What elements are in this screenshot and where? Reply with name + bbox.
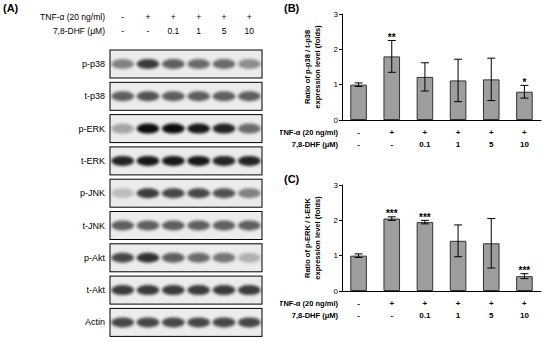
svg-text:+: + [456, 299, 461, 308]
svg-text:2: 2 [334, 216, 339, 225]
svg-text:5: 5 [222, 26, 227, 36]
svg-text:+: + [196, 12, 201, 22]
svg-text:-: - [121, 12, 124, 22]
svg-text:**: ** [388, 32, 396, 43]
svg-text:(A): (A) [3, 2, 19, 14]
svg-text:TNF-α (20 ng/ml): TNF-α (20 ng/ml) [40, 12, 105, 22]
svg-text:5: 5 [489, 311, 494, 320]
svg-text:+: + [489, 299, 494, 308]
svg-text:-: - [121, 26, 124, 36]
svg-text:1: 1 [334, 80, 339, 89]
svg-text:-: - [357, 311, 360, 320]
svg-text:7,8-DHF (μM): 7,8-DHF (μM) [292, 311, 339, 320]
svg-text:expression level (folds): expression level (folds) [313, 25, 322, 109]
svg-text:+: + [146, 12, 151, 22]
svg-text:+: + [423, 299, 428, 308]
svg-text:2: 2 [334, 45, 339, 54]
svg-text:t-JNK: t-JNK [83, 221, 106, 231]
svg-text:TNF-α (20 ng/ml): TNF-α (20 ng/ml) [280, 299, 338, 308]
svg-text:10: 10 [245, 26, 255, 36]
svg-text:Ratio of p-p38 / t-p38: Ratio of p-p38 / t-p38 [303, 30, 312, 104]
svg-text:p-p38: p-p38 [82, 59, 105, 69]
svg-text:0.1: 0.1 [167, 26, 179, 36]
svg-text:-: - [147, 26, 150, 36]
svg-text:-: - [390, 140, 393, 149]
svg-text:-: - [357, 128, 360, 137]
svg-text:-: - [390, 311, 393, 320]
svg-text:Actin: Actin [85, 317, 105, 327]
svg-text:***: *** [419, 212, 431, 223]
svg-text:+: + [423, 128, 428, 137]
svg-text:-: - [357, 140, 360, 149]
svg-text:t-ERK: t-ERK [81, 156, 105, 166]
svg-text:+: + [171, 12, 176, 22]
svg-text:+: + [222, 12, 227, 22]
svg-text:0.1: 0.1 [419, 140, 431, 149]
svg-text:0.1: 0.1 [419, 311, 431, 320]
svg-text:0: 0 [334, 116, 339, 125]
svg-text:(C): (C) [284, 173, 300, 185]
svg-text:7,8-DHF (μM): 7,8-DHF (μM) [292, 140, 339, 149]
svg-text:+: + [489, 128, 494, 137]
svg-text:10: 10 [520, 311, 529, 320]
svg-text:+: + [389, 128, 394, 137]
svg-text:+: + [247, 12, 252, 22]
svg-text:t-Akt: t-Akt [86, 285, 105, 295]
svg-text:-: - [357, 299, 360, 308]
svg-text:p-ERK: p-ERK [78, 124, 105, 134]
svg-text:Ratio of p-ERK / t-ERK: Ratio of p-ERK / t-ERK [303, 197, 312, 278]
svg-text:+: + [522, 299, 527, 308]
svg-text:1: 1 [456, 140, 461, 149]
svg-text:***: *** [386, 208, 398, 219]
svg-text:5: 5 [489, 140, 494, 149]
svg-text:3: 3 [334, 10, 339, 19]
svg-text:1: 1 [456, 311, 461, 320]
svg-text:+: + [456, 128, 461, 137]
svg-text:t-p38: t-p38 [84, 91, 105, 101]
svg-text:10: 10 [520, 140, 529, 149]
svg-text:***: *** [519, 265, 531, 276]
svg-text:7,8-DHF (μM): 7,8-DHF (μM) [53, 26, 105, 36]
svg-text:+: + [389, 299, 394, 308]
svg-text:1: 1 [196, 26, 201, 36]
svg-text:1: 1 [334, 251, 339, 260]
svg-text:3: 3 [334, 181, 339, 190]
svg-text:(B): (B) [284, 2, 300, 14]
svg-text:*: * [522, 77, 526, 88]
svg-text:+: + [522, 128, 527, 137]
svg-text:0: 0 [334, 287, 339, 296]
svg-text:p-Akt: p-Akt [84, 253, 106, 263]
svg-text:p-JNK: p-JNK [80, 188, 105, 198]
svg-text:TNF-α (20 ng/ml): TNF-α (20 ng/ml) [280, 128, 338, 137]
svg-text:expression level (folds): expression level (folds) [313, 196, 322, 280]
